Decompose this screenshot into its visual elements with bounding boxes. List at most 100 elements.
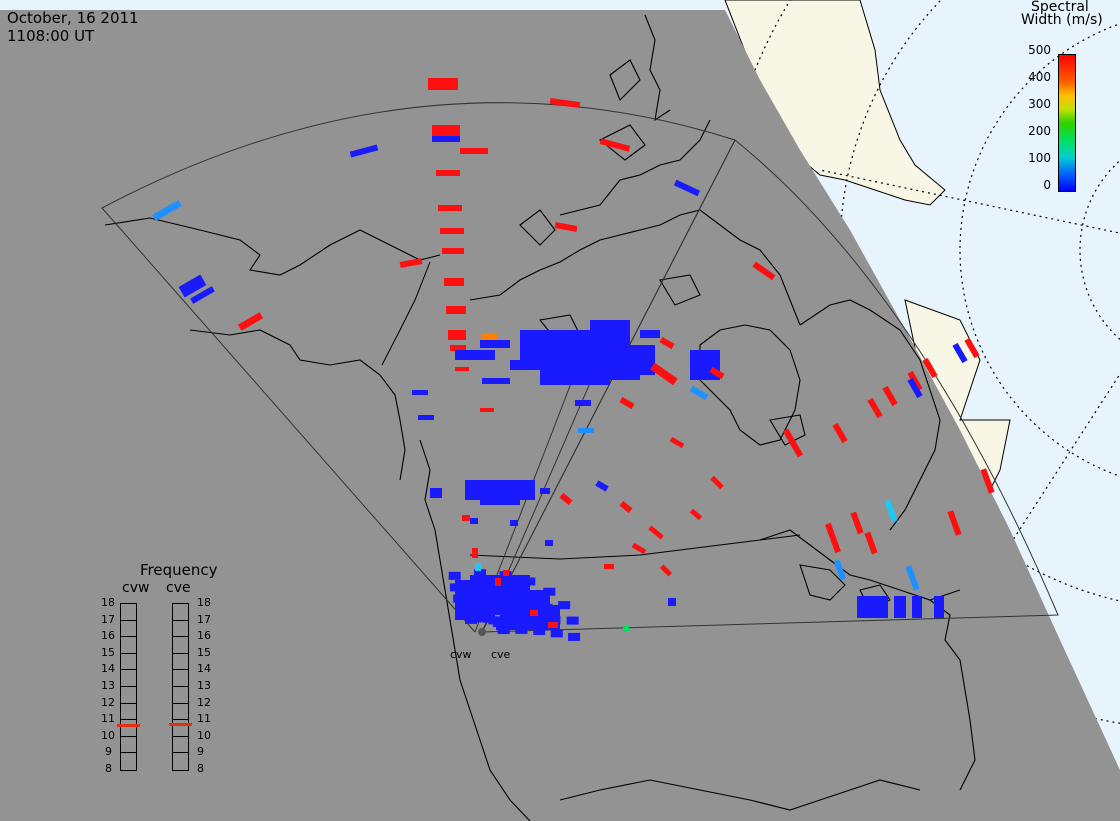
echo-cell [448,330,466,340]
echo-cell [648,525,664,540]
echo-cell [867,397,883,419]
echo-cell [530,610,538,616]
frequency-tick-left: 15 [101,645,115,659]
echo-cell [575,400,591,406]
frequency-gridline [121,652,136,654]
echo-cell [631,542,647,555]
echo-cell [455,350,495,360]
frequency-radar-cve-label: cve [166,580,191,596]
echo-cell [782,428,804,458]
frequency-tick-left: 18 [101,596,115,609]
colorbar-tick: 500 [1028,43,1051,57]
frequency-tick-left: 12 [101,695,115,709]
echo-cell [540,488,550,494]
frequency-tick-right: 13 [197,679,211,692]
frequency-tick-left: 11 [101,712,115,726]
echo-cell [440,228,464,234]
colorbar-tick: 400 [1028,70,1051,84]
echo-cell [510,520,518,526]
frequency-tick-right: 15 [197,645,211,659]
echo-cell [595,480,609,492]
colorbar-tick: 200 [1028,124,1051,138]
frequency-marker-cve [169,722,192,726]
frequency-gridline [121,719,136,721]
echo-cell [882,385,898,407]
echo-cell [436,170,460,176]
echo-cell [442,248,464,254]
echo-cell [934,596,944,618]
echo-cell [876,596,888,618]
frequency-tick-right: 17 [197,612,211,626]
echo-cell [450,345,466,351]
frequency-gridline [173,719,188,721]
boundaries [381,261,801,560]
echo-cell [558,601,571,610]
echo-cell [922,357,938,379]
echo-cell [864,531,878,555]
echo-cell [833,559,847,581]
echo-cell [399,258,423,268]
echo-cell [474,569,487,578]
frequency-tick-right: 18 [197,596,211,609]
frequency-radar-cvw-label: cvw [122,580,150,596]
echo-cell [659,564,673,577]
frequency-gridline [173,669,188,671]
colorbar-tick: 300 [1028,97,1051,111]
frequency-tick-left: 8 [105,762,112,775]
echo-cell [650,362,678,386]
colorbar-units: Width (m/s) [1021,12,1103,28]
frequency-tick-left: 17 [101,612,115,626]
echo-cell [349,144,379,158]
spectral-width-colorbar [1058,54,1076,192]
echo-cell [625,345,655,375]
echo-cell [495,578,501,586]
frequency-gridline [173,619,188,621]
frequency-tick-right: 11 [197,712,211,726]
echo-cell [599,138,631,152]
echo-cell [669,436,685,449]
echo-cell [412,390,428,395]
echo-cell [825,522,841,554]
echo-cell [460,148,488,154]
echo-cell [497,626,510,635]
frequency-tick-right: 10 [197,728,211,742]
echo-cell [894,596,906,618]
echo-cell [850,511,864,535]
echo-cell [432,136,460,142]
frequency-title: Frequency [140,561,218,579]
echo-cell [237,312,264,331]
echo-cell [430,488,442,498]
echo-cell [545,540,553,546]
frequency-tick-left: 14 [101,662,115,676]
frequency-gridline [121,636,136,638]
night-region [0,10,1120,821]
frequency-gridline [121,702,136,704]
echo-cell [455,367,469,371]
echo-cell [448,571,461,580]
radar-site-marker [478,628,486,636]
echo-cell [604,564,614,569]
echo-cell [480,340,510,348]
echo-cell [980,468,995,494]
echo-cell [533,626,546,635]
echo-cell [503,570,509,576]
frequency-tick-right: 12 [197,695,211,709]
radar-site-label-cvw: cvw [450,648,472,661]
echo-cell [190,286,215,304]
frequency-gridline [121,735,136,737]
frequency-box-cvw [120,603,137,771]
echo-cell [472,548,478,558]
echo-cell [559,492,573,506]
echo-cell [475,563,481,571]
echo-cell [554,222,578,232]
echo-cell [549,97,581,109]
echo-cell [500,485,530,500]
echo-cell [905,565,920,591]
echo-cell [947,510,962,536]
frequency-tick-right: 8 [197,762,204,775]
frequency-gridline [121,752,136,754]
echo-cell [964,337,980,359]
echo-cell [619,396,635,410]
